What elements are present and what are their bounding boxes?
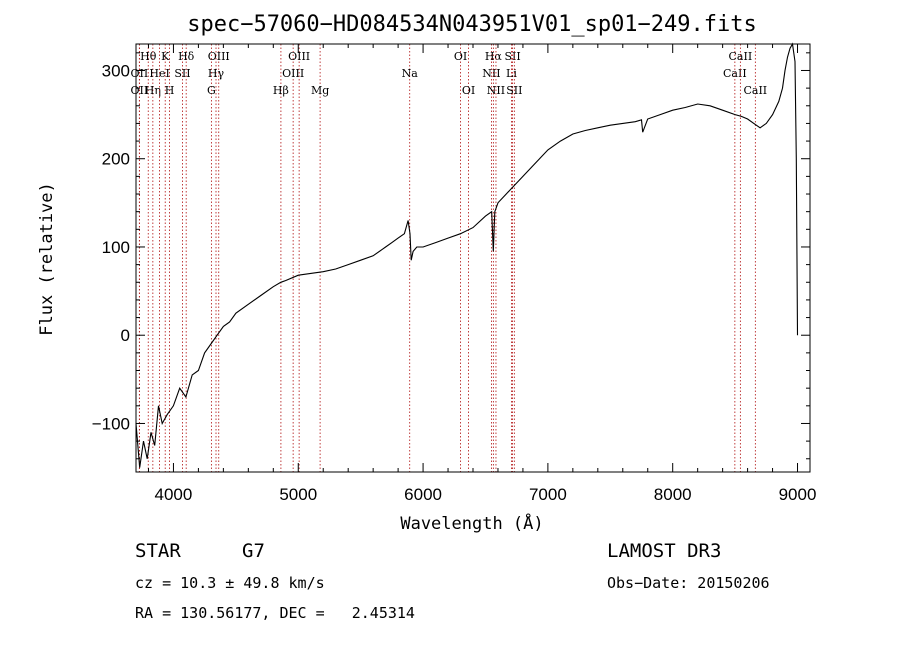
- x-tick-label-1: 5000: [279, 485, 317, 504]
- line-label-15: Mg: [311, 84, 329, 97]
- spectrum-line: [135, 42, 799, 468]
- line-label-17: OI: [454, 50, 467, 63]
- line-label-11: G: [207, 84, 216, 97]
- y-axis-label: Flux (relative): [37, 182, 57, 336]
- line-label-20: Hα: [485, 50, 503, 63]
- line-label-4: HeI: [149, 67, 169, 80]
- line-label-0: Hθ: [140, 50, 157, 63]
- line-label-22: SII: [504, 50, 520, 63]
- line-label-27: CaII: [743, 84, 767, 97]
- line-label-21: NII: [487, 84, 505, 97]
- object-subclass: G7: [242, 540, 265, 562]
- line-label-23: Li: [506, 67, 517, 80]
- y-tick-label-1: 0: [121, 326, 130, 345]
- x-tick-label-2: 6000: [404, 485, 442, 504]
- line-label-19: NII: [482, 67, 500, 80]
- ra-dec: RA = 130.56177, DEC = 2.45314: [135, 604, 415, 622]
- line-label-25: CaII: [723, 67, 747, 80]
- line-label-6: H: [165, 84, 175, 97]
- y-tick-label-2: 100: [102, 238, 130, 257]
- x-tick-label-5: 9000: [779, 485, 817, 504]
- line-label-10: Hγ: [208, 67, 225, 80]
- line-label-26: CaII: [729, 50, 753, 63]
- line-label-9: OIII: [208, 50, 230, 63]
- object-class: STAR: [135, 540, 181, 562]
- axis-ticks: 4000 5000 6000 7000 8000 9000 −100 0 100 200 300: [92, 44, 817, 504]
- y-tick-label-4: 300: [102, 61, 130, 80]
- line-label-18: OI: [462, 84, 475, 97]
- line-label-3: Hη: [145, 84, 161, 97]
- line-label-16: Na: [402, 67, 419, 80]
- line-label-12: Hβ: [273, 84, 289, 97]
- survey-name: LAMOST DR3: [607, 540, 722, 562]
- x-axis-label: Wavelength (Å): [400, 512, 543, 534]
- line-label-24: SII: [506, 84, 522, 97]
- x-tick-label-4: 8000: [654, 485, 692, 504]
- plot-frame: [135, 43, 811, 473]
- line-label-13: OIII: [282, 67, 304, 80]
- redshift-cz: cz = 10.3 ± 49.8 km/s: [135, 574, 325, 592]
- y-tick-label-0: −100: [92, 414, 130, 433]
- x-tick-label-0: 4000: [155, 485, 193, 504]
- chart-title: spec−57060−HD084534N043951V01_sp01−249.f…: [187, 12, 757, 37]
- y-tick-label-3: 200: [102, 150, 130, 169]
- line-label-7: SII: [174, 67, 190, 80]
- line-label-8: Hδ: [178, 50, 195, 63]
- line-label-2: OII: [131, 84, 149, 97]
- line-label-5: K: [161, 50, 170, 63]
- observation-date: Obs−Date: 20150206: [607, 574, 770, 592]
- line-label-14: OIII: [288, 50, 310, 63]
- x-tick-label-3: 7000: [529, 485, 567, 504]
